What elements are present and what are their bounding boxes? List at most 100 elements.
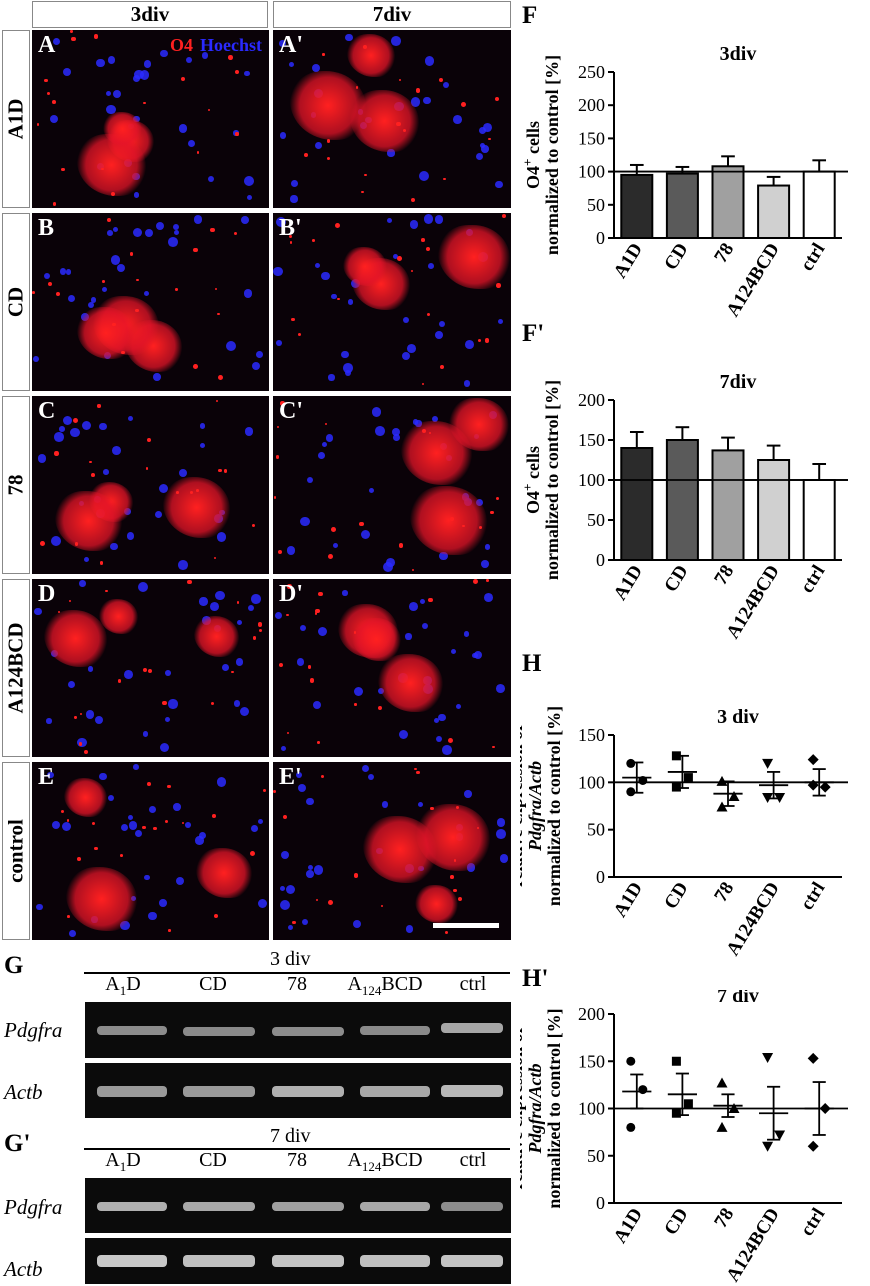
data-point bbox=[762, 758, 774, 769]
bar bbox=[665, 439, 699, 561]
data-point bbox=[671, 782, 681, 792]
panel-letter-g: G bbox=[4, 952, 24, 979]
x-tick-label: A1D bbox=[610, 562, 647, 604]
y-label-part: cells bbox=[523, 121, 543, 159]
row-label-a124bcd: A124BCD bbox=[2, 579, 30, 757]
y-tick-label: 150 bbox=[578, 128, 605, 148]
lane-label: 78 bbox=[287, 973, 307, 995]
data-point bbox=[807, 779, 819, 791]
gel-g-actb bbox=[85, 1063, 511, 1118]
bar bbox=[620, 447, 654, 561]
lane-label: A1D bbox=[105, 973, 141, 998]
data-point bbox=[683, 773, 693, 783]
data-point bbox=[762, 1141, 774, 1152]
micrograph-texture bbox=[273, 30, 511, 208]
y-tick-label: 150 bbox=[578, 430, 605, 450]
y-tick-label: 150 bbox=[578, 1051, 605, 1071]
y-tick-label: 50 bbox=[587, 195, 605, 215]
x-tick-label: 78 bbox=[710, 240, 738, 267]
lane-label: CD bbox=[199, 1149, 227, 1171]
row-label-a1d: A1D bbox=[2, 30, 30, 208]
y-tick-label: 100 bbox=[578, 162, 605, 182]
y-label-part: O4 bbox=[523, 491, 543, 514]
stain-hoechst-label: Hoechst bbox=[200, 35, 262, 55]
chart-title: 7div bbox=[720, 371, 757, 393]
bar bbox=[802, 479, 836, 561]
micrograph-texture bbox=[32, 579, 269, 757]
bar bbox=[620, 173, 654, 239]
y-tick-label: 50 bbox=[587, 510, 605, 530]
bar bbox=[757, 459, 791, 561]
bar bbox=[757, 184, 791, 240]
y-axis-label: O4+ cells normalized to control [%] bbox=[520, 55, 562, 255]
x-tick-label: A1D bbox=[610, 240, 647, 282]
lane-label: ctrl bbox=[459, 973, 487, 995]
y-label-part: + bbox=[520, 484, 535, 491]
chart-title: 3 div bbox=[717, 706, 759, 728]
x-tick-label: CD bbox=[660, 562, 692, 596]
y-tick-label: 200 bbox=[578, 1004, 605, 1024]
data-point bbox=[626, 787, 636, 797]
panel-letter-h: H bbox=[522, 650, 542, 677]
micrograph-texture bbox=[273, 396, 511, 574]
micrograph-texture bbox=[32, 30, 269, 208]
y-tick-label: 250 bbox=[578, 62, 605, 82]
micrograph-texture bbox=[273, 213, 511, 391]
data-point bbox=[807, 754, 819, 766]
lane-label: A1D bbox=[105, 1149, 141, 1174]
x-tick-label: ctrl bbox=[797, 1205, 830, 1240]
data-point bbox=[671, 1108, 681, 1118]
x-tick-label: CD bbox=[660, 240, 692, 274]
panel-letter: E bbox=[38, 764, 55, 790]
row-label-cd: CD bbox=[2, 213, 30, 391]
gel-g-prime-divider bbox=[84, 1148, 510, 1150]
data-point bbox=[716, 1121, 728, 1132]
x-tick-label: 78 bbox=[710, 562, 738, 589]
bar bbox=[711, 449, 745, 561]
y-tick-label: 0 bbox=[596, 867, 605, 887]
scale-bar bbox=[433, 923, 499, 928]
bar bbox=[665, 172, 699, 239]
y-axis-label: O4+ cells normalized to control [%] bbox=[520, 380, 562, 580]
data-point bbox=[716, 1077, 728, 1088]
data-point bbox=[819, 781, 831, 793]
data-point bbox=[762, 1052, 774, 1063]
y-tick-label: 100 bbox=[578, 772, 605, 792]
data-point bbox=[807, 1052, 819, 1064]
micrograph-b-prime: B' bbox=[273, 213, 511, 391]
micrograph-e-prime: E' bbox=[273, 762, 511, 940]
micrograph-texture bbox=[32, 396, 269, 574]
micrograph-c: C bbox=[32, 396, 269, 574]
gene-label-pdgfra: Pdgfra bbox=[4, 1018, 63, 1042]
gene-label-pdgfra: Pdgfra bbox=[4, 1195, 63, 1219]
micrograph-b: B bbox=[32, 213, 269, 391]
chart-title: 7 div bbox=[717, 990, 759, 1007]
y-label-part: O4 bbox=[523, 166, 543, 189]
lane-label: A124BCD bbox=[347, 1149, 423, 1174]
y-tick-label: 0 bbox=[596, 550, 605, 570]
column-header-7div: 7div bbox=[273, 1, 511, 28]
panel-letter-g-prime: G' bbox=[4, 1130, 31, 1157]
y-label-part: + bbox=[520, 159, 535, 166]
panel-letter-f: F bbox=[522, 2, 538, 29]
gene-label-actb: Actb bbox=[4, 1080, 43, 1104]
y-tick-label: 50 bbox=[587, 1146, 605, 1166]
micrograph-texture bbox=[32, 213, 269, 391]
data-point bbox=[683, 1099, 693, 1109]
panel-letter: A' bbox=[279, 32, 303, 58]
x-tick-label: ctrl bbox=[797, 240, 830, 275]
y-axis-label-line: normalized to control [%] bbox=[544, 1008, 564, 1208]
data-point bbox=[626, 1056, 636, 1066]
x-tick-label: 78 bbox=[710, 1205, 738, 1232]
lane-label: ctrl bbox=[459, 1149, 487, 1171]
y-axis-label-line: relative expression of bbox=[520, 1026, 526, 1189]
lane-label: A124BCD bbox=[347, 973, 423, 998]
data-point bbox=[626, 758, 636, 768]
x-tick-label: A1D bbox=[610, 1205, 647, 1247]
data-point bbox=[728, 1103, 740, 1113]
y-tick-label: 50 bbox=[587, 820, 605, 840]
